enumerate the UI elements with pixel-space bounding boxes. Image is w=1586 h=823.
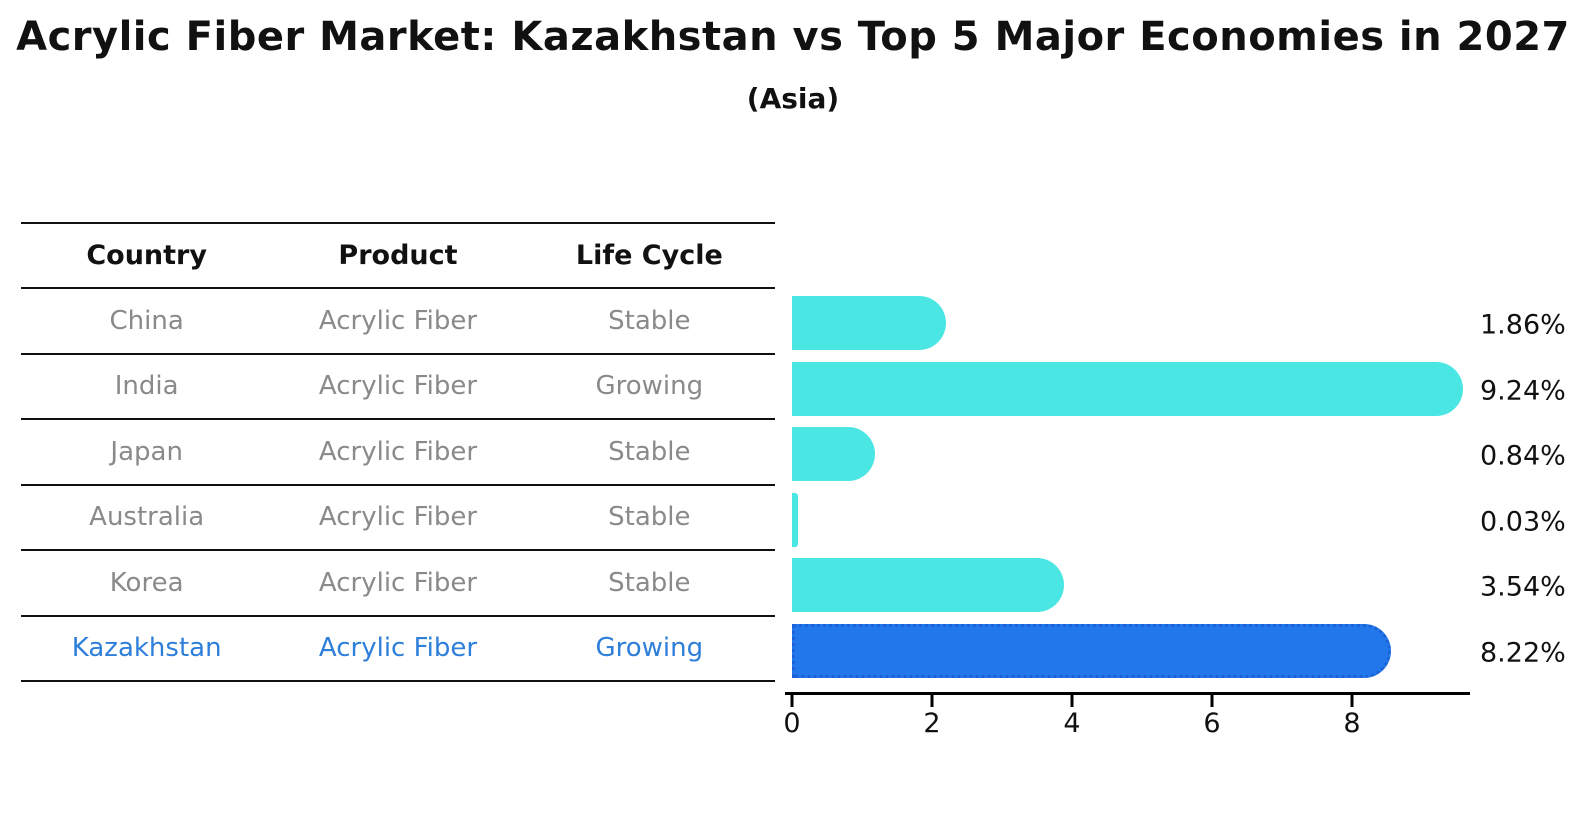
value-label-japan: 0.84% <box>1480 440 1566 472</box>
x-axis-tick-label: 6 <box>1203 708 1221 739</box>
table-header-life-cycle: Life Cycle <box>575 240 723 271</box>
bar-australia <box>792 493 798 547</box>
cell-country: Kazakhstan <box>71 633 222 664</box>
table-row-japan: Japan Acrylic Fiber Stable <box>21 420 775 486</box>
bar-kazakhstan <box>792 624 1391 678</box>
table-row-kazakhstan: Kazakhstan Acrylic Fiber Growing <box>21 617 775 682</box>
bar-china <box>792 296 946 350</box>
table-header-product: Product <box>338 240 458 271</box>
x-axis-tick <box>790 695 794 707</box>
cell-product: Acrylic Fiber <box>318 371 478 402</box>
cell-country: China <box>109 305 184 336</box>
cell-country: Japan <box>110 436 183 467</box>
cell-life-cycle: Stable <box>608 502 691 533</box>
x-axis-tick-label: 4 <box>1063 708 1081 739</box>
value-label-china: 1.86% <box>1480 309 1566 341</box>
cell-life-cycle: Growing <box>595 633 704 664</box>
cell-product: Acrylic Fiber <box>318 633 478 664</box>
table-row-china: China Acrylic Fiber Stable <box>21 289 775 355</box>
table-header-row: Country Product Life Cycle <box>21 224 775 289</box>
x-axis-tick <box>930 695 934 707</box>
x-axis-tick <box>1350 695 1354 707</box>
x-axis-line <box>785 692 1470 695</box>
cell-life-cycle: Stable <box>608 436 691 467</box>
bar-india <box>792 362 1463 416</box>
chart-subtitle: (Asia) <box>746 82 840 115</box>
cell-product: Acrylic Fiber <box>318 305 478 336</box>
table-header-country: Country <box>86 240 207 271</box>
cell-life-cycle: Growing <box>595 371 704 402</box>
table-row-australia: Australia Acrylic Fiber Stable <box>21 486 775 551</box>
value-label-australia: 0.03% <box>1480 506 1566 538</box>
x-axis-tick-label: 8 <box>1343 708 1361 739</box>
cell-product: Acrylic Fiber <box>318 436 478 467</box>
table-row-korea: Korea Acrylic Fiber Stable <box>21 551 775 617</box>
x-axis-tick-label: 2 <box>923 708 941 739</box>
cell-life-cycle: Stable <box>608 305 691 336</box>
value-label-korea: 3.54% <box>1480 571 1566 603</box>
cell-country: Korea <box>109 567 184 598</box>
value-label-kazakhstan: 8.22% <box>1480 637 1566 669</box>
x-axis-tick-label: 0 <box>783 708 801 739</box>
bar-korea <box>792 558 1064 612</box>
bar-japan <box>792 427 875 481</box>
cell-product: Acrylic Fiber <box>318 502 478 533</box>
cell-country: Australia <box>89 502 205 533</box>
cell-product: Acrylic Fiber <box>318 567 478 598</box>
cell-life-cycle: Stable <box>608 567 691 598</box>
cell-country: India <box>114 371 179 402</box>
x-axis-tick <box>1070 695 1074 707</box>
country-table: Country Product Life Cycle China Acrylic Fi… <box>21 222 775 682</box>
x-axis-tick <box>1210 695 1214 707</box>
chart-title: Acrylic Fiber Market: Kazakhstan vs Top … <box>16 14 1570 60</box>
value-label-india: 9.24% <box>1480 375 1566 407</box>
table-row-india: India Acrylic Fiber Growing <box>21 355 775 420</box>
